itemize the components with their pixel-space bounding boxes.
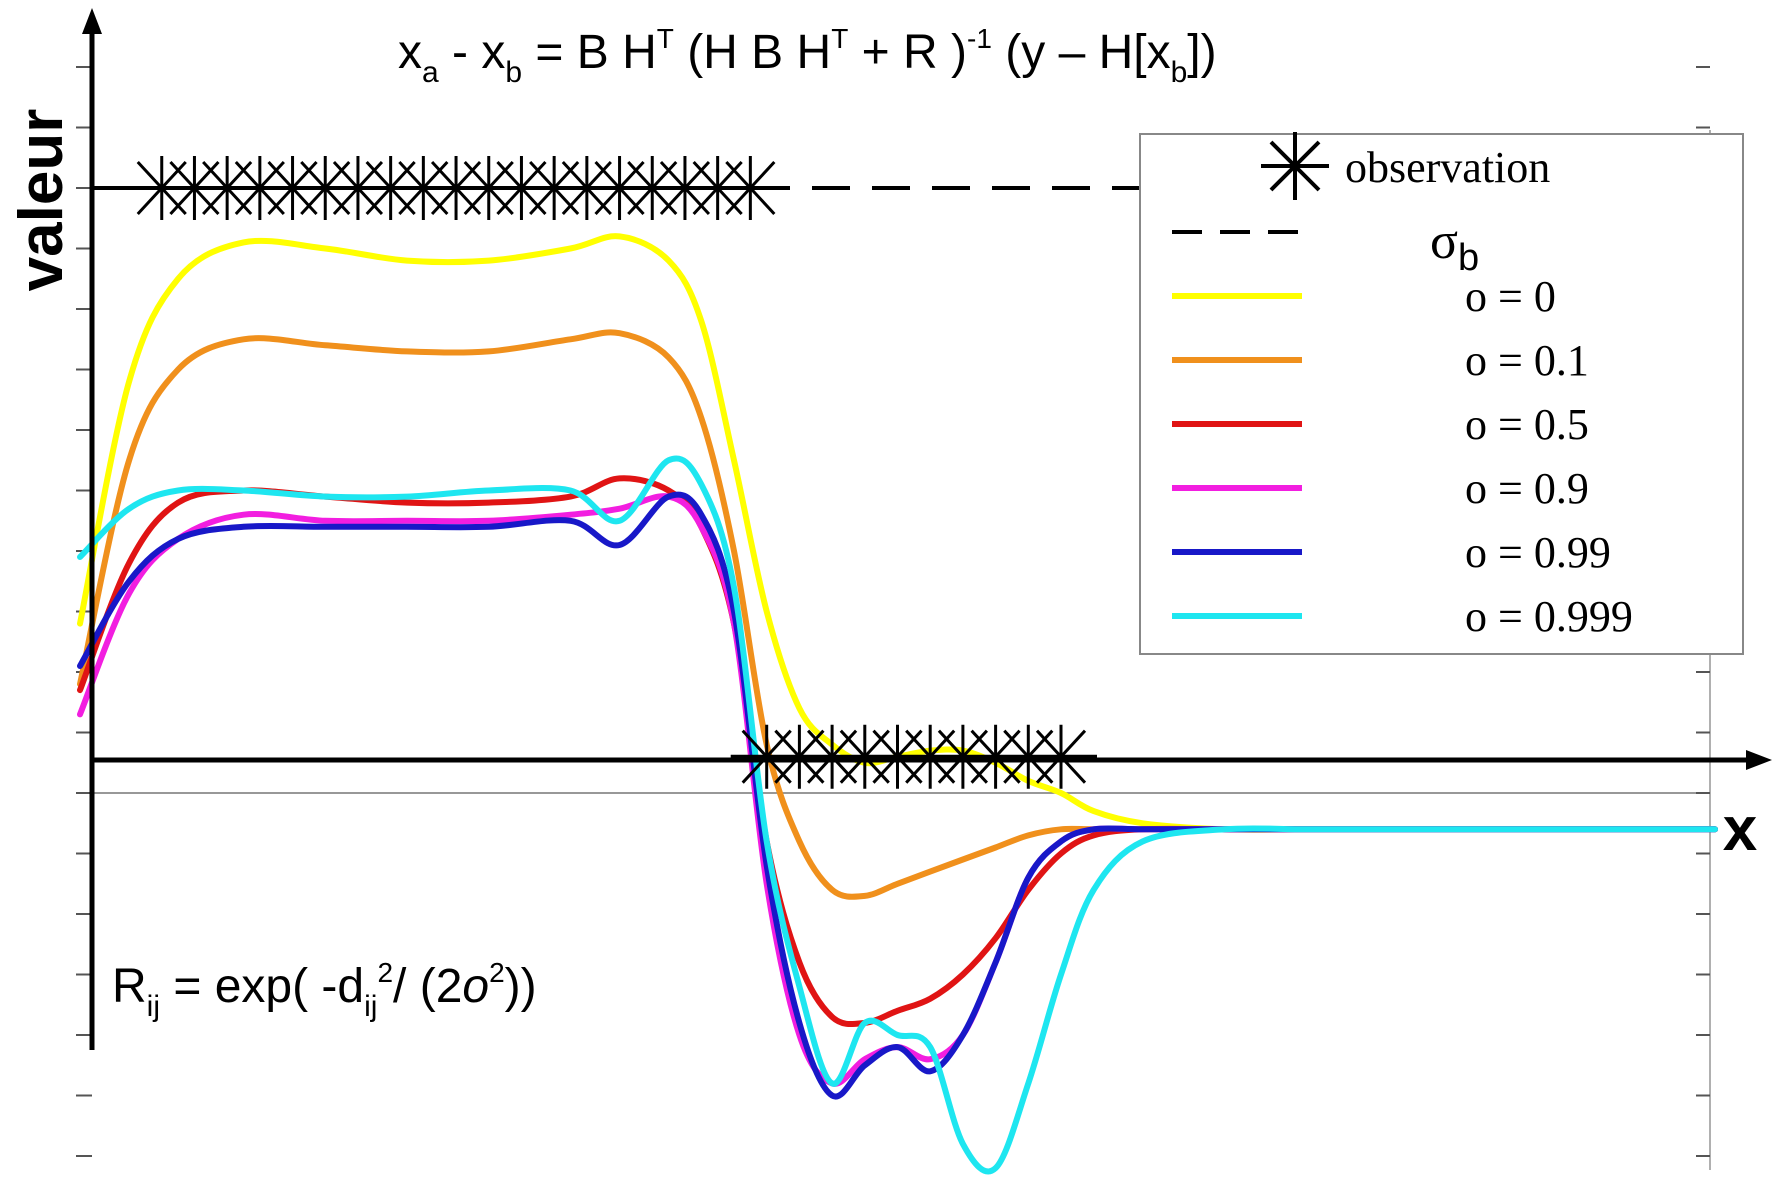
series-line-5 [77, 455, 1718, 1175]
legend-observation-icon [1261, 132, 1329, 200]
x-axis-label: x [1723, 795, 1758, 864]
y-axis-arrow-icon [82, 8, 102, 34]
legend-sigma-label: σb [1430, 213, 1479, 279]
legend-observation-label: observation [1345, 143, 1550, 192]
x-axis-arrow-icon [1746, 750, 1772, 770]
legend-label-4: o = 0.99 [1465, 528, 1611, 577]
legend: observation σb o = 0 o = 0.1 o = 0.5 o = 0.… [1139, 132, 1744, 655]
legend-entries: o = 0 o = 0.1 o = 0.5 o = 0.9 o = 0.99 o = 0.… [1172, 272, 1633, 641]
observation-marker [1031, 724, 1091, 789]
formula-bottom: Rij = exp( -dij2/ (2o2)) [112, 957, 537, 1023]
formula-top: xa - xb = B HT (H B HT + R )-1 (y – H[xb… [398, 23, 1217, 89]
legend-label-2: o = 0.5 [1465, 400, 1589, 449]
legend-label-5: o = 0.999 [1465, 592, 1633, 641]
observation-markers [125, 156, 1097, 789]
series-group [77, 233, 1718, 1175]
legend-label-1: o = 0.1 [1465, 336, 1589, 385]
y-axis-label: valeur [7, 109, 76, 292]
legend-label-0: o = 0 [1465, 272, 1556, 321]
observation-marker [720, 156, 781, 220]
legend-label-3: o = 0.9 [1465, 464, 1589, 513]
legend-box [1139, 133, 1744, 655]
